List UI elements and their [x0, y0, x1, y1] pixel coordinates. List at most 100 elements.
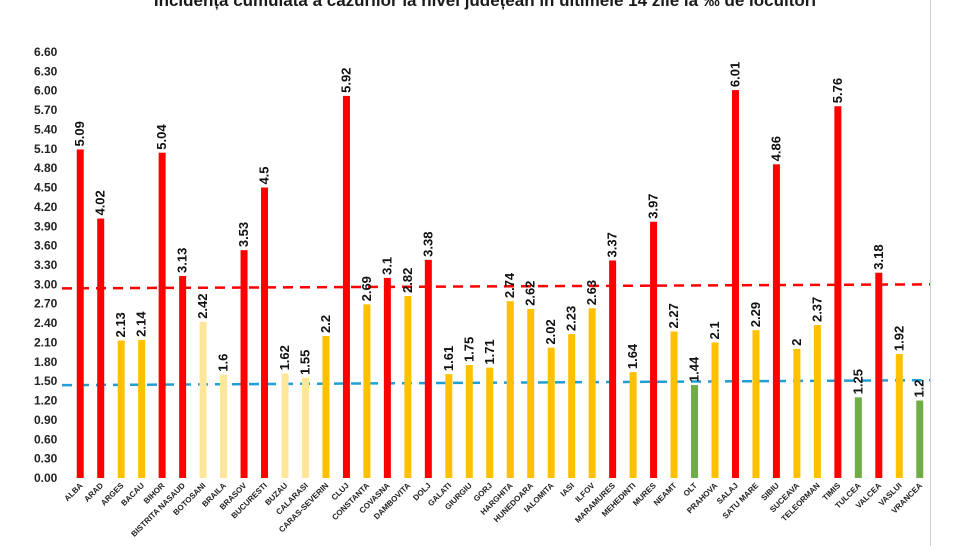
bar	[916, 400, 924, 478]
y-tick-label: 0.90	[34, 413, 58, 427]
y-tick-label: 5.40	[34, 122, 58, 136]
bar	[445, 374, 453, 478]
bar	[650, 221, 658, 478]
bar	[240, 250, 248, 478]
data-label: 1.44	[687, 356, 702, 382]
data-label: 2.2	[318, 315, 333, 333]
data-label: 3.38	[420, 232, 435, 257]
bar	[179, 275, 187, 478]
chart-title: Incidența cumulată a cazurilor la nivel …	[153, 0, 817, 10]
bar	[547, 347, 555, 478]
bar	[158, 152, 166, 478]
bar	[731, 90, 739, 478]
bar	[486, 367, 494, 478]
y-tick-label: 5.70	[34, 103, 58, 117]
bar	[261, 187, 269, 478]
y-tick-label: 3.90	[34, 219, 58, 233]
bar	[875, 272, 883, 478]
data-label: 2.42	[195, 293, 210, 318]
y-tick-label: 4.80	[34, 161, 58, 175]
bar	[772, 164, 780, 479]
y-tick-label: 2.70	[34, 297, 58, 311]
bar	[465, 365, 473, 478]
data-label: 4.02	[93, 190, 108, 215]
y-tick-label: 2.40	[34, 316, 58, 330]
y-tick-label: 3.00	[34, 277, 58, 291]
y-tick-label: 1.50	[34, 374, 58, 388]
y-tick-label: 4.20	[34, 200, 58, 214]
bar	[895, 354, 903, 478]
bar	[609, 260, 617, 478]
data-label: 1.55	[297, 350, 312, 375]
bar	[691, 385, 699, 478]
bar	[342, 95, 350, 479]
data-label: 2.27	[666, 303, 681, 328]
bar	[281, 373, 289, 478]
bar	[629, 372, 637, 478]
data-label: 2.1	[707, 321, 722, 339]
reference-line	[61, 378, 931, 387]
data-label: 2.62	[523, 281, 538, 306]
bar	[383, 277, 391, 478]
y-tick-label: 3.60	[34, 239, 58, 253]
bar	[793, 348, 801, 478]
bar	[322, 336, 330, 478]
y-tick-label: 1.20	[34, 394, 58, 408]
data-label: 1.62	[277, 345, 292, 370]
y-tick-label: 0.00	[34, 471, 58, 485]
data-label: 1.61	[441, 346, 456, 371]
data-label: 4.86	[768, 136, 783, 161]
x-tick-label: IASI	[559, 481, 576, 498]
reference-line	[61, 283, 931, 290]
data-label: 3.97	[646, 193, 661, 218]
x-tick-label: ALBA	[63, 481, 85, 503]
bar	[138, 339, 146, 478]
right-edge-line	[930, 0, 931, 546]
data-label: 3.1	[379, 257, 394, 275]
bar	[752, 330, 760, 478]
y-tick-label: 5.10	[34, 142, 58, 156]
data-label: 2.82	[400, 268, 415, 293]
x-tick-label: BACAU	[119, 481, 146, 508]
bars	[76, 90, 924, 479]
bar	[711, 342, 719, 478]
bar	[76, 149, 84, 479]
data-labels: 5.09 4.02 2.13 2.14 5.04 3.13 2.42 1.6 3.53 4.5 1.…	[72, 62, 927, 398]
data-label: 1.25	[850, 369, 865, 394]
y-tick-label: 0.30	[34, 452, 58, 466]
x-tick-label: NEAMT	[652, 481, 679, 508]
y-tick-label: 2.10	[34, 335, 58, 349]
data-label: 2.37	[809, 297, 824, 322]
bar	[527, 308, 535, 478]
data-label: 1.2	[912, 379, 927, 397]
data-label: 1.71	[482, 339, 497, 364]
bar	[404, 295, 412, 478]
bar	[506, 301, 514, 478]
data-label: 5.76	[830, 78, 845, 103]
data-label: 2.29	[748, 302, 763, 327]
data-label: 2.14	[134, 311, 149, 337]
data-label: 6.01	[727, 62, 742, 87]
reference-lines	[61, 283, 931, 387]
data-label: 1.92	[891, 326, 906, 351]
y-tick-label: 3.30	[34, 258, 58, 272]
y-tick-label: 0.60	[34, 432, 58, 446]
y-tick-label: 4.50	[34, 181, 58, 195]
data-label: 2.63	[584, 280, 599, 305]
bar	[670, 331, 678, 478]
bar	[220, 374, 228, 478]
data-label: 3.18	[871, 244, 886, 269]
y-tick-label: 6.60	[34, 45, 58, 59]
y-tick-label: 1.80	[34, 355, 58, 369]
data-label: 5.09	[72, 121, 87, 146]
data-label: 1.6	[216, 354, 231, 372]
bar	[424, 259, 432, 478]
y-axis: 0.00 0.30 0.60 0.90 1.20 1.50 1.80 2.10 2.40 2.70…	[34, 45, 58, 485]
data-label: 2.02	[543, 319, 558, 344]
bar	[117, 340, 125, 478]
data-label: 3.13	[175, 248, 190, 273]
data-label: 2.13	[113, 312, 128, 337]
